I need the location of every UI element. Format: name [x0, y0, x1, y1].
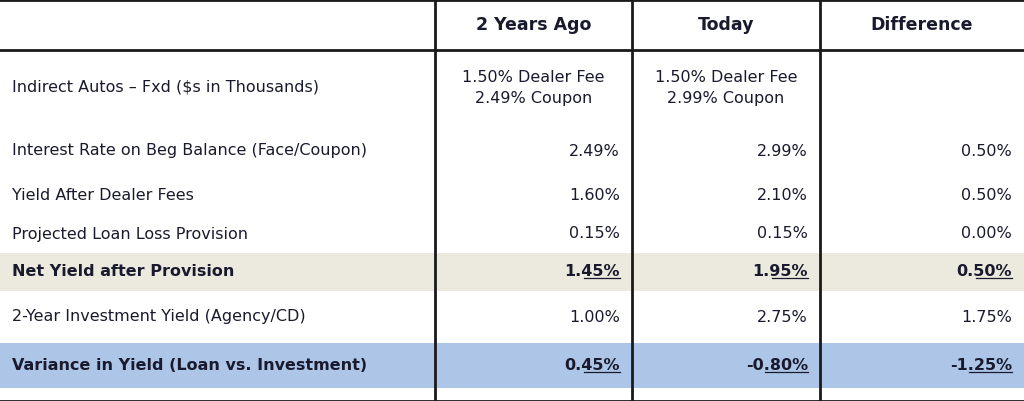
- Text: 2.99%: 2.99%: [758, 144, 808, 158]
- Text: 2-Year Investment Yield (Agency/CD): 2-Year Investment Yield (Agency/CD): [12, 310, 305, 324]
- Text: 0.15%: 0.15%: [569, 227, 620, 241]
- Text: 0.00%: 0.00%: [962, 227, 1012, 241]
- Text: 0.45%: 0.45%: [564, 358, 620, 373]
- Text: Interest Rate on Beg Balance (Face/Coupon): Interest Rate on Beg Balance (Face/Coupo…: [12, 144, 367, 158]
- Text: Variance in Yield (Loan vs. Investment): Variance in Yield (Loan vs. Investment): [12, 358, 368, 373]
- Text: Net Yield after Provision: Net Yield after Provision: [12, 265, 234, 279]
- Text: 1.45%: 1.45%: [564, 265, 620, 279]
- Text: 2 Years Ago: 2 Years Ago: [476, 16, 591, 34]
- Text: 0.50%: 0.50%: [962, 144, 1012, 158]
- Text: Yield After Dealer Fees: Yield After Dealer Fees: [12, 188, 194, 203]
- Text: Difference: Difference: [870, 16, 973, 34]
- Text: 2.75%: 2.75%: [758, 310, 808, 324]
- Text: 2.99% Coupon: 2.99% Coupon: [668, 91, 784, 105]
- Text: 1.50% Dealer Fee: 1.50% Dealer Fee: [462, 69, 605, 85]
- Text: 1.00%: 1.00%: [569, 310, 620, 324]
- Text: -0.80%: -0.80%: [745, 358, 808, 373]
- Text: 2.49% Coupon: 2.49% Coupon: [475, 91, 592, 105]
- Text: 0.15%: 0.15%: [757, 227, 808, 241]
- Text: 1.50% Dealer Fee: 1.50% Dealer Fee: [654, 69, 798, 85]
- Text: 1.60%: 1.60%: [569, 188, 620, 203]
- Bar: [0, 253, 1024, 291]
- Bar: [0, 343, 1024, 388]
- Text: 2.10%: 2.10%: [757, 188, 808, 203]
- Text: 0.50%: 0.50%: [956, 265, 1012, 279]
- Text: 1.75%: 1.75%: [962, 310, 1012, 324]
- Text: Projected Loan Loss Provision: Projected Loan Loss Provision: [12, 227, 248, 241]
- Text: 0.50%: 0.50%: [962, 188, 1012, 203]
- Text: 1.95%: 1.95%: [753, 265, 808, 279]
- Text: -1.25%: -1.25%: [950, 358, 1012, 373]
- Text: Indirect Autos – Fxd ($s in Thousands): Indirect Autos – Fxd ($s in Thousands): [12, 80, 319, 95]
- Text: 2.49%: 2.49%: [569, 144, 620, 158]
- Text: Today: Today: [697, 16, 755, 34]
